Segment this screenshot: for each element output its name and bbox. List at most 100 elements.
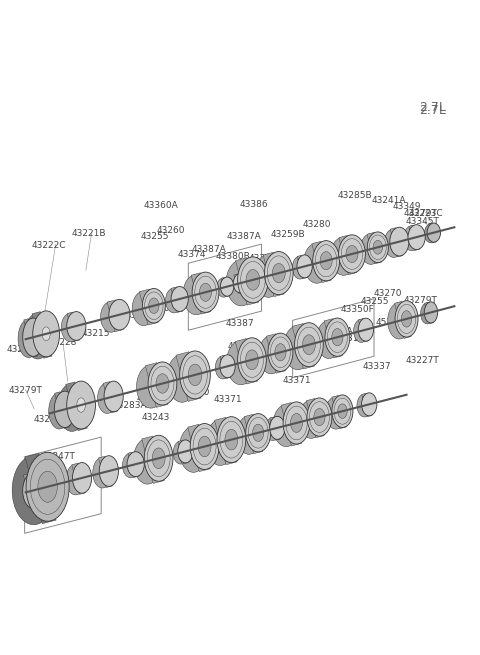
Text: 43255: 43255 [360,297,389,306]
Text: 43345T: 43345T [406,217,440,226]
Ellipse shape [325,318,350,356]
Ellipse shape [246,269,260,290]
Ellipse shape [12,456,55,525]
Polygon shape [178,440,188,464]
Polygon shape [171,287,183,312]
Ellipse shape [133,438,162,484]
Text: 43371: 43371 [282,376,311,384]
Ellipse shape [97,383,117,413]
Text: 43222C: 43222C [31,240,66,250]
Ellipse shape [167,354,197,402]
Text: 43350F: 43350F [340,305,374,314]
Ellipse shape [246,413,271,452]
Ellipse shape [42,327,50,341]
Ellipse shape [24,313,51,359]
Ellipse shape [23,318,44,356]
Ellipse shape [54,391,75,428]
Ellipse shape [171,286,188,311]
Text: 2.7L: 2.7L [420,103,446,117]
Ellipse shape [238,338,266,382]
Ellipse shape [67,381,96,429]
Text: 43223C: 43223C [408,209,443,218]
Ellipse shape [237,416,261,455]
Ellipse shape [373,240,383,254]
Ellipse shape [270,417,285,440]
Ellipse shape [99,456,119,487]
Ellipse shape [61,313,80,342]
Ellipse shape [354,320,369,343]
Text: 43235A: 43235A [318,327,353,336]
Ellipse shape [424,302,438,323]
Ellipse shape [132,291,155,326]
Polygon shape [98,456,113,487]
Polygon shape [312,241,331,282]
Ellipse shape [420,303,434,324]
Ellipse shape [233,274,247,293]
Polygon shape [292,324,314,369]
Text: 43384: 43384 [172,381,201,390]
Ellipse shape [215,356,230,379]
Polygon shape [66,382,87,430]
Polygon shape [332,396,347,428]
Ellipse shape [358,318,373,341]
Polygon shape [339,235,357,274]
Ellipse shape [109,299,130,330]
Text: 43371: 43371 [214,395,242,403]
Text: 43215: 43215 [81,329,110,338]
Polygon shape [139,289,158,325]
Ellipse shape [66,464,85,495]
Text: 43279T: 43279T [404,296,438,305]
Ellipse shape [58,384,86,432]
Polygon shape [235,339,258,384]
Ellipse shape [38,471,57,502]
Polygon shape [395,301,411,339]
Ellipse shape [330,237,357,275]
Ellipse shape [424,224,438,243]
Text: 43240: 43240 [182,388,210,397]
Text: 43360A: 43360A [144,201,179,210]
Ellipse shape [136,365,165,408]
Ellipse shape [264,252,293,295]
Ellipse shape [292,256,308,279]
Ellipse shape [100,301,121,332]
Ellipse shape [183,274,210,315]
Polygon shape [24,319,38,357]
Ellipse shape [299,400,324,438]
Polygon shape [142,436,164,483]
Ellipse shape [265,418,280,441]
Polygon shape [358,318,369,342]
Ellipse shape [166,288,183,313]
Ellipse shape [395,301,418,337]
Ellipse shape [408,225,425,250]
Text: 43243: 43243 [142,413,170,422]
Polygon shape [191,272,211,314]
Polygon shape [266,334,285,373]
Text: 43228: 43228 [49,339,77,347]
Ellipse shape [178,440,193,463]
Text: 43388: 43388 [257,348,286,357]
Ellipse shape [259,335,284,374]
Ellipse shape [295,323,323,367]
Ellipse shape [143,288,165,323]
Ellipse shape [26,452,69,521]
Ellipse shape [275,344,286,361]
Polygon shape [409,225,420,250]
Ellipse shape [254,254,283,297]
Polygon shape [67,312,80,341]
Ellipse shape [67,312,86,341]
Polygon shape [188,424,210,472]
Ellipse shape [93,457,112,488]
Polygon shape [103,382,118,413]
Text: 43380B: 43380B [216,252,250,261]
Polygon shape [263,252,284,297]
Text: 43285B: 43285B [337,191,372,200]
Text: 43241A: 43241A [371,196,406,205]
Ellipse shape [206,419,235,466]
Polygon shape [145,363,168,407]
Ellipse shape [314,409,325,426]
Ellipse shape [338,404,347,419]
Polygon shape [236,257,259,305]
Ellipse shape [238,257,268,303]
Ellipse shape [317,320,341,358]
Ellipse shape [332,329,343,346]
